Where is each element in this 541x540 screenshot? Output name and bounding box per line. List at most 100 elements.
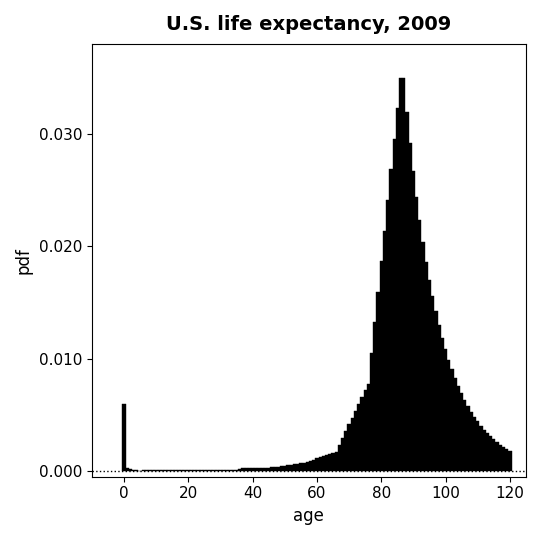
Bar [441, 338, 444, 471]
Bar [148, 470, 151, 471]
Bar [344, 431, 347, 471]
Bar [286, 465, 289, 471]
Bar [421, 242, 425, 471]
Bar [425, 262, 428, 471]
Bar [454, 378, 457, 471]
Bar [232, 470, 235, 471]
Bar [451, 369, 454, 471]
Bar [200, 470, 203, 471]
Bar [312, 460, 315, 471]
Bar [245, 468, 248, 471]
Bar [209, 470, 213, 471]
Bar [203, 470, 206, 471]
Bar [335, 451, 338, 471]
Bar [251, 468, 254, 471]
Bar [261, 468, 264, 471]
Bar [383, 231, 386, 471]
Bar [254, 468, 258, 471]
Bar [135, 470, 138, 471]
Bar [338, 445, 341, 471]
Bar [395, 108, 399, 471]
Bar [408, 143, 412, 471]
Bar [479, 426, 483, 471]
Bar [158, 470, 161, 471]
Bar [280, 466, 283, 471]
Bar [460, 393, 463, 471]
Bar [434, 311, 438, 471]
Bar [183, 470, 187, 471]
Bar [509, 451, 512, 471]
Bar [315, 458, 319, 471]
Bar [351, 417, 354, 471]
Bar [238, 469, 241, 471]
Bar [306, 462, 309, 471]
Bar [264, 468, 267, 471]
Bar [193, 470, 196, 471]
Bar [502, 447, 505, 471]
Bar [322, 456, 325, 471]
Bar [373, 322, 377, 471]
Bar [380, 261, 383, 471]
Bar [283, 465, 286, 471]
Bar [155, 470, 158, 471]
Title: U.S. life expectancy, 2009: U.S. life expectancy, 2009 [166, 15, 452, 34]
Bar [393, 139, 395, 471]
Bar [213, 470, 216, 471]
Bar [225, 470, 228, 471]
Bar [228, 470, 232, 471]
Bar [319, 457, 322, 471]
Bar [170, 470, 174, 471]
Bar [302, 463, 306, 471]
Bar [438, 325, 441, 471]
Bar [206, 470, 209, 471]
Bar [299, 463, 302, 471]
Bar [332, 453, 335, 471]
Bar [496, 442, 499, 471]
Bar [377, 292, 380, 471]
Bar [129, 469, 132, 471]
Bar [367, 383, 370, 471]
Bar [418, 220, 421, 471]
Bar [274, 467, 277, 471]
Bar [341, 438, 344, 471]
Bar [415, 197, 418, 471]
Bar [151, 470, 155, 471]
Bar [277, 467, 280, 471]
Bar [357, 404, 360, 471]
Bar [405, 112, 408, 471]
Bar [444, 349, 447, 471]
Bar [431, 296, 434, 471]
Bar [270, 468, 274, 471]
Bar [470, 411, 473, 471]
Bar [142, 470, 145, 471]
Bar [457, 386, 460, 471]
Bar [412, 171, 415, 471]
Bar [222, 470, 225, 471]
Bar [447, 360, 451, 471]
Bar [309, 461, 312, 471]
Bar [364, 390, 367, 471]
Bar [428, 280, 431, 471]
Bar [399, 78, 402, 471]
Bar [402, 78, 405, 471]
X-axis label: age: age [293, 507, 324, 525]
Bar [174, 470, 177, 471]
Bar [296, 464, 299, 471]
Bar [386, 200, 390, 471]
Bar [492, 440, 496, 471]
Bar [126, 468, 129, 471]
Bar [267, 468, 270, 471]
Bar [476, 422, 479, 471]
Bar [122, 403, 126, 471]
Bar [293, 464, 296, 471]
Y-axis label: pdf: pdf [15, 247, 33, 274]
Bar [167, 470, 170, 471]
Bar [132, 470, 135, 471]
Bar [473, 417, 476, 471]
Bar [390, 170, 393, 471]
Bar [289, 465, 293, 471]
Bar [241, 469, 245, 471]
Bar [177, 470, 180, 471]
Bar [486, 433, 489, 471]
Bar [196, 470, 200, 471]
